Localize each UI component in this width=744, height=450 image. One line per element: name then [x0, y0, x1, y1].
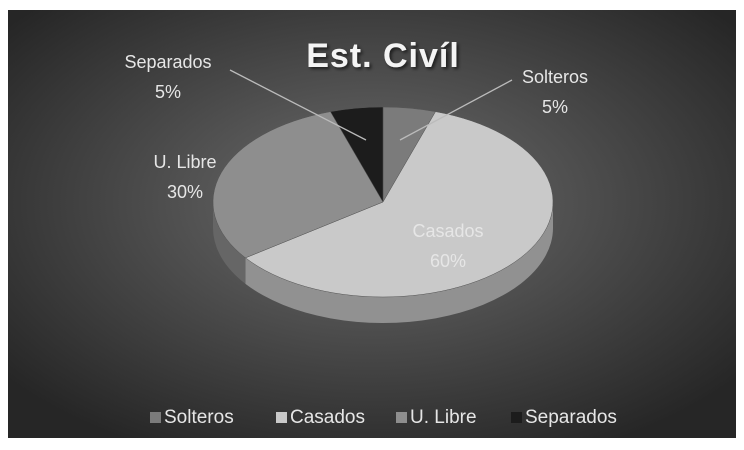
- legend-label: Separados: [525, 407, 617, 428]
- slice: [212, 111, 384, 259]
- slice: [244, 111, 554, 298]
- slice-side: [245, 202, 554, 323]
- data-label-value: 30%: [167, 182, 203, 202]
- legend-swatch: [511, 412, 522, 423]
- slice: [330, 106, 384, 203]
- data-label-category: U. Libre: [153, 152, 216, 172]
- data-label-value: 60%: [430, 251, 466, 271]
- data-label-category: Separados: [124, 52, 211, 72]
- legend-swatch: [150, 412, 161, 423]
- data-label-category: Solteros: [522, 67, 588, 87]
- data-label-value: 5%: [155, 82, 181, 102]
- legend-swatch: [276, 412, 287, 423]
- legend-label: U. Libre: [410, 407, 477, 428]
- leader-line: [399, 79, 513, 141]
- legend-label: Solteros: [164, 407, 234, 428]
- legend-swatch: [396, 412, 407, 423]
- chart-title: Est. Civíl: [306, 37, 460, 75]
- leader-line: [229, 69, 367, 141]
- legend-label: Casados: [290, 407, 365, 428]
- data-label-value: 5%: [542, 97, 568, 117]
- data-label-category: Casados: [412, 221, 483, 241]
